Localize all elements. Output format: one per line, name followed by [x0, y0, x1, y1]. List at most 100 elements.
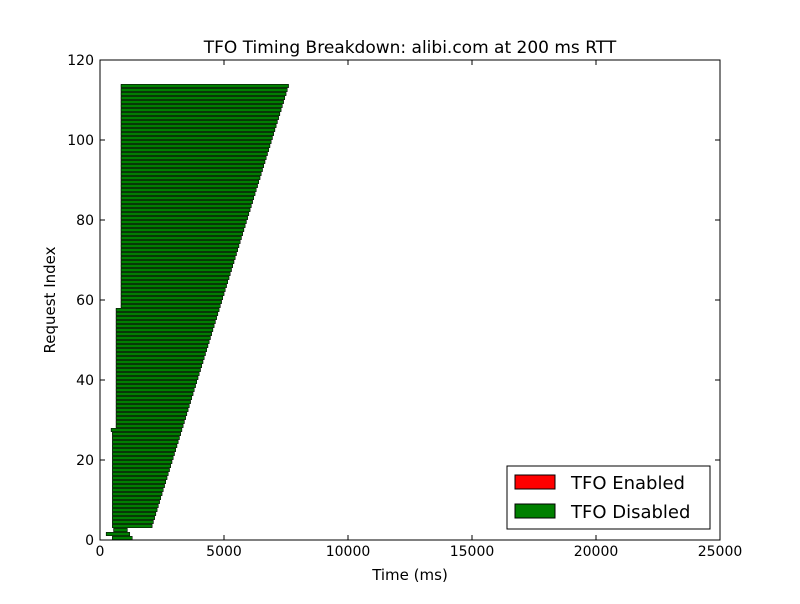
bar-disabled-42 [115, 368, 201, 372]
bar-disabled-68 [120, 264, 233, 268]
bar-disabled-47 [115, 348, 207, 352]
x-tick-label: 5000 [206, 544, 242, 560]
bar-disabled-108 [120, 104, 283, 108]
bar-disabled-12 [112, 488, 164, 492]
y-tick-label: 120 [67, 53, 94, 69]
bar-disabled-13 [112, 484, 165, 488]
bar-disabled-50 [115, 336, 211, 340]
bar-disabled-56 [115, 312, 219, 316]
x-tick-label: 25000 [698, 544, 743, 560]
bar-disabled-26 [112, 432, 181, 436]
bar-disabled-59 [120, 300, 222, 304]
bar-disabled-64 [120, 280, 228, 284]
bar-disabled-111 [120, 92, 287, 96]
bar-disabled-70 [120, 256, 236, 260]
bar-disabled-39 [115, 380, 197, 384]
bar-disabled-34 [115, 400, 191, 404]
bar-disabled-4 [112, 520, 154, 524]
bar-disabled-36 [115, 392, 194, 396]
bar-disabled-27 [110, 428, 183, 432]
bar-disabled-62 [120, 288, 226, 292]
bar-disabled-72 [120, 248, 238, 252]
bar-disabled-24 [112, 440, 179, 444]
bar-disabled-84 [120, 200, 253, 204]
bar-disabled-75 [120, 236, 242, 240]
bar-disabled-97 [120, 148, 269, 152]
bar-disabled-77 [120, 228, 245, 232]
bar-disabled-78 [120, 224, 246, 228]
bar-disabled-60 [120, 296, 224, 300]
bar-disabled-53 [115, 324, 215, 328]
y-tick-label: 0 [85, 533, 94, 549]
bar-disabled-41 [115, 372, 200, 376]
x-tick-label: 10000 [326, 544, 371, 560]
x-tick-label: 15000 [450, 544, 495, 560]
bar-disabled-54 [115, 320, 216, 324]
bar-disabled-49 [115, 340, 210, 344]
bars-layer [105, 84, 289, 540]
bar-disabled-44 [115, 360, 204, 364]
bar-disabled-105 [120, 116, 279, 120]
bar-disabled-30 [115, 416, 186, 420]
bar-disabled-11 [112, 492, 163, 496]
y-tick-label: 80 [76, 213, 94, 229]
bar-disabled-32 [115, 408, 189, 412]
bar-disabled-94 [120, 160, 266, 164]
y-tick-label: 100 [67, 133, 94, 149]
bar-disabled-82 [120, 208, 251, 212]
bar-disabled-110 [120, 96, 286, 100]
x-axis-label: Time (ms) [371, 566, 448, 584]
bar-disabled-3 [112, 524, 153, 528]
bar-disabled-45 [115, 356, 205, 360]
bar-disabled-66 [120, 272, 231, 276]
bar-disabled-76 [120, 232, 243, 236]
bar-disabled-25 [112, 436, 180, 440]
bar-disabled-57 [115, 308, 220, 312]
bar-disabled-61 [120, 292, 225, 296]
bar-disabled-91 [120, 172, 262, 176]
bar-disabled-113 [120, 84, 289, 88]
bar-disabled-21 [112, 452, 175, 456]
y-axis-label: Request Index [41, 246, 59, 353]
bar-disabled-92 [120, 168, 263, 172]
bar-disabled-52 [115, 328, 214, 332]
bar-disabled-18 [112, 464, 171, 468]
bar-disabled-46 [115, 352, 206, 356]
bar-disabled-15 [112, 476, 168, 480]
bar-disabled-112 [120, 88, 288, 92]
bar-disabled-101 [120, 132, 274, 136]
bar-disabled-89 [120, 180, 259, 184]
bar-disabled-109 [120, 100, 284, 104]
bar-disabled-17 [112, 468, 170, 472]
x-tick-label: 0 [96, 544, 105, 560]
bar-disabled-55 [115, 316, 217, 320]
bar-disabled-29 [115, 420, 185, 424]
x-axis: 0 5000 10000 15000 20000 25000 [96, 60, 743, 560]
bar-disabled-48 [115, 344, 209, 348]
bar-disabled-85 [120, 196, 255, 200]
bar-disabled-31 [115, 412, 188, 416]
bar-disabled-67 [120, 268, 232, 272]
bar-disabled-90 [120, 176, 261, 180]
bar-disabled-87 [120, 188, 257, 192]
bar-disabled-83 [120, 204, 252, 208]
y-tick-label: 60 [76, 293, 94, 309]
bar-disabled-88 [120, 184, 258, 188]
bar-disabled-69 [120, 260, 235, 264]
bar-disabled-86 [120, 192, 256, 196]
bar-disabled-6 [112, 512, 157, 516]
bar-disabled-98 [120, 144, 271, 148]
bar-disabled-74 [120, 240, 241, 244]
bar-disabled-80 [120, 216, 248, 220]
chart-title: TFO Timing Breakdown: alibi.com at 200 m… [203, 38, 617, 58]
bar-disabled-51 [115, 332, 212, 336]
bar-disabled-43 [115, 364, 202, 368]
bar-disabled-107 [120, 108, 282, 112]
bar-disabled-0 [112, 536, 133, 540]
bar-disabled-103 [120, 124, 277, 128]
bar-disabled-40 [115, 376, 199, 380]
bar-disabled-37 [115, 388, 195, 392]
bar-disabled-71 [120, 252, 237, 256]
legend-label-disabled: TFO Disabled [570, 502, 690, 523]
bar-disabled-99 [120, 140, 272, 144]
